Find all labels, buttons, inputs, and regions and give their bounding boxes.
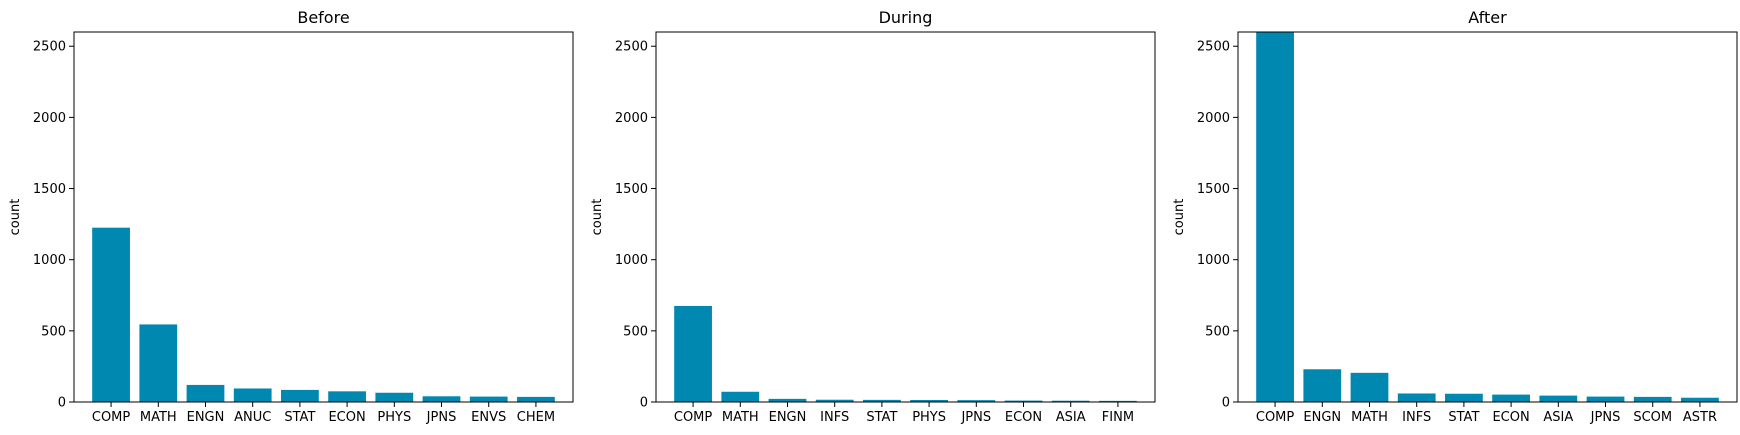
- x-tick-label: FINM: [1102, 410, 1134, 425]
- x-tick-label: CHEM: [517, 410, 555, 425]
- bar-math: [1350, 372, 1389, 402]
- bar-anuc: [233, 388, 272, 402]
- y-tick-label: 2000: [33, 111, 66, 126]
- plot-frame: [655, 31, 1156, 403]
- bar-phys: [375, 392, 414, 402]
- y-tick-label: 2000: [615, 111, 648, 126]
- x-tick-label: ENVS: [471, 410, 506, 425]
- x-tick-label: SCOM: [1633, 410, 1672, 425]
- x-tick-label: ASIA: [1543, 410, 1573, 425]
- bar-engn: [768, 398, 807, 402]
- bar-stat: [281, 389, 319, 402]
- x-tick-label: PHYS: [912, 410, 946, 425]
- x-tick-label: MATH: [140, 410, 177, 425]
- bar-math: [721, 391, 760, 402]
- x-tick-label: PHYS: [377, 410, 411, 425]
- bar-chem: [517, 396, 555, 402]
- bar-finm: [1099, 400, 1137, 402]
- x-tick-label: JPNS: [1590, 410, 1621, 425]
- x-tick-label: STAT: [866, 410, 897, 425]
- x-tick-label: JPNS: [426, 410, 457, 425]
- x-tick-label: MATH: [722, 410, 759, 425]
- bar-comp: [92, 227, 130, 402]
- bar-engn: [186, 384, 225, 402]
- y-tick-label: 1000: [615, 253, 648, 268]
- y-tick-label: 0: [640, 396, 648, 411]
- plot-frame: [73, 31, 574, 403]
- x-tick-label: ASIA: [1056, 410, 1086, 425]
- y-tick-label: 1000: [33, 253, 66, 268]
- x-tick-label: JPNS: [960, 410, 991, 425]
- bar-jpns: [1586, 396, 1625, 402]
- y-tick-label: 500: [623, 324, 648, 339]
- bar-jpns: [957, 400, 996, 402]
- bar-envs: [469, 396, 508, 402]
- y-tick-label: 1500: [615, 182, 648, 197]
- x-tick-label: STAT: [1448, 410, 1479, 425]
- y-tick-label: 1500: [33, 182, 66, 197]
- bar-scom: [1633, 396, 1672, 402]
- x-tick-label: COMP: [674, 410, 713, 425]
- x-tick-label: INFS: [1402, 410, 1431, 425]
- bar-math: [139, 324, 178, 402]
- y-tick-label: 1000: [1197, 253, 1230, 268]
- y-tick-label: 2500: [33, 40, 66, 55]
- bar-infs: [1397, 393, 1436, 402]
- x-tick-label: ENGN: [187, 410, 225, 425]
- y-tick-label: 500: [41, 324, 66, 339]
- bar-infs: [815, 399, 854, 402]
- x-tick-label: ECON: [1005, 410, 1042, 425]
- x-tick-label: ECON: [328, 410, 365, 425]
- y-tick-label: 1500: [1197, 182, 1230, 197]
- bar-jpns: [422, 396, 461, 402]
- chart-title: Before: [297, 8, 349, 27]
- x-tick-label: MATH: [1351, 410, 1388, 425]
- bar-econ: [1492, 394, 1530, 402]
- x-tick-label: ENGN: [769, 410, 807, 425]
- bar-econ: [1004, 400, 1043, 402]
- x-tick-label: COMP: [92, 410, 131, 425]
- bar-phys: [910, 400, 948, 402]
- y-tick-label: 500: [1205, 324, 1230, 339]
- bar-stat: [1445, 393, 1483, 402]
- x-tick-label: ASTR: [1683, 410, 1717, 425]
- chart-panel-before: Before COMP MATH ENGN ANUC STAT ECON PHYS JPNS EN…: [8, 8, 574, 425]
- chart-title: After: [1468, 8, 1507, 27]
- y-axis-label: count: [590, 199, 605, 236]
- y-tick-label: 0: [1222, 396, 1230, 411]
- x-tick-label: STAT: [284, 410, 315, 425]
- x-tick-label: ECON: [1492, 410, 1529, 425]
- x-tick-label: ENGN: [1303, 410, 1341, 425]
- y-axis-label: count: [1172, 199, 1187, 236]
- y-tick-label: 2500: [615, 40, 648, 55]
- bar-astr: [1681, 397, 1719, 402]
- y-tick-label: 2500: [1197, 40, 1230, 55]
- bar-comp: [674, 305, 712, 402]
- y-tick-label: 0: [58, 396, 66, 411]
- x-tick-label: INFS: [820, 410, 849, 425]
- bar-econ: [328, 391, 366, 402]
- plot-frame: [1237, 31, 1738, 403]
- chart-panel-after: After COMP ENGN MATH INFS STAT ECON ASIA JPNS SCO…: [1172, 8, 1738, 425]
- bar-asia: [1539, 395, 1578, 402]
- bar-stat: [863, 399, 901, 402]
- x-tick-label: ANUC: [234, 410, 271, 425]
- chart-title: During: [879, 8, 933, 27]
- x-tick-label: COMP: [1256, 410, 1295, 425]
- bar-engn: [1303, 369, 1342, 402]
- y-tick-label: 2000: [1197, 111, 1230, 126]
- bar-asia: [1051, 400, 1090, 402]
- y-axis-label: count: [8, 199, 23, 236]
- bar-comp: [1256, 32, 1294, 402]
- chart-panel-during: During COMP MATH ENGN INFS STAT PHYS JPNS ECON AS…: [590, 8, 1156, 425]
